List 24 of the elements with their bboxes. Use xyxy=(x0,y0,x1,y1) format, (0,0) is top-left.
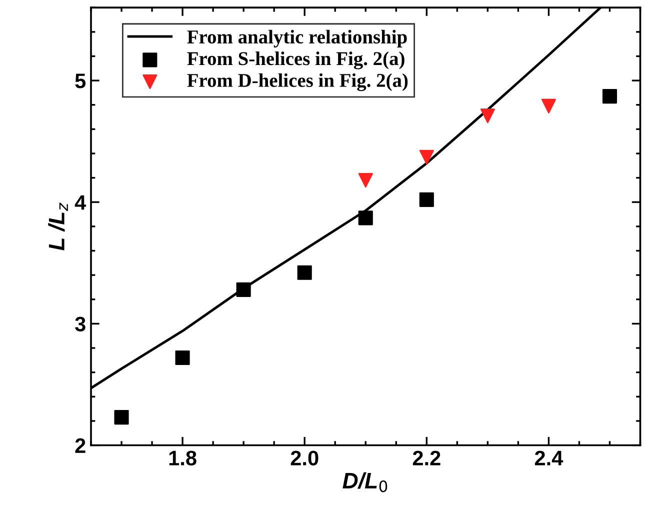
point xyxy=(419,192,434,207)
point xyxy=(236,282,251,297)
x-axis-title: D/L$_{0}$ xyxy=(342,472,388,492)
x-tick-label: 2.4 xyxy=(534,450,564,466)
y-tick-label: 3 xyxy=(75,316,86,332)
x-tick-label: 1.8 xyxy=(169,450,196,466)
x-tick-label: 2.2 xyxy=(412,450,440,466)
point xyxy=(175,350,190,366)
point xyxy=(480,108,495,124)
point xyxy=(541,98,556,114)
legend-label: From D-helices in Fig. 2(a) xyxy=(187,73,408,92)
point xyxy=(297,265,312,280)
y-axis-title: L /L$_{z}$ xyxy=(48,202,68,250)
legend-label: From S-helices in Fig. 2(a) xyxy=(187,52,404,70)
point xyxy=(114,410,129,425)
point xyxy=(358,172,373,188)
point xyxy=(358,210,373,226)
y-tick-label: 2 xyxy=(75,438,86,453)
x-tick-label: 2.0 xyxy=(290,450,318,466)
y-tick-label: 5 xyxy=(75,74,86,88)
legend-label: From analytic relationship xyxy=(187,30,407,48)
point xyxy=(602,89,618,104)
y-tick-label: 4 xyxy=(74,195,86,210)
point xyxy=(419,150,434,164)
